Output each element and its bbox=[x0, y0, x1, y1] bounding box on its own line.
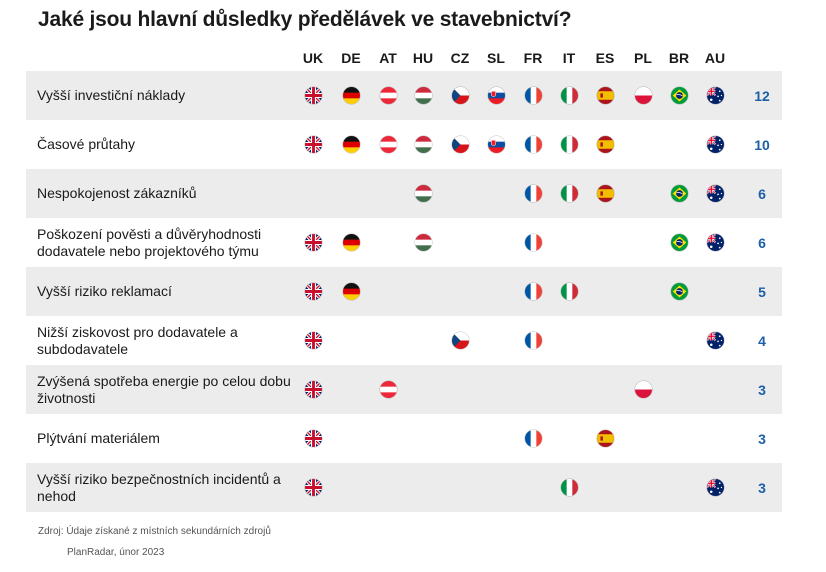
flag-au-icon bbox=[706, 136, 724, 153]
flag-uk-icon bbox=[304, 430, 322, 447]
flag-at-icon bbox=[379, 381, 397, 398]
flag-sl-icon bbox=[487, 87, 505, 104]
column-header-at: AT bbox=[379, 50, 397, 66]
column-header-es: ES bbox=[595, 50, 615, 66]
flag-pl-icon bbox=[634, 87, 652, 104]
table-row: Poškození pověsti a důvěryhodnosti dodav… bbox=[26, 218, 782, 267]
flag-hu-icon bbox=[414, 234, 432, 251]
flag-au-icon bbox=[706, 234, 724, 251]
flag-at-icon bbox=[379, 136, 397, 153]
flag-uk-icon bbox=[304, 332, 322, 349]
flag-fr-icon bbox=[524, 87, 542, 104]
column-header-pl: PL bbox=[634, 50, 652, 66]
flag-it-icon bbox=[560, 479, 578, 496]
column-header-hu: HU bbox=[412, 50, 434, 66]
flag-hu-icon bbox=[414, 136, 432, 153]
table-row: Zvýšená spotřeba energie po celou dobu ž… bbox=[26, 365, 782, 414]
flag-br-icon bbox=[670, 185, 688, 202]
table-row: Nižší ziskovost pro dodavatele a subdoda… bbox=[26, 316, 782, 365]
flag-uk-icon bbox=[304, 234, 322, 251]
flag-de-icon bbox=[342, 136, 360, 153]
row-label: Poškození pověsti a důvěryhodnosti dodav… bbox=[37, 225, 262, 259]
flag-pl-icon bbox=[634, 381, 652, 398]
flag-au-icon bbox=[706, 185, 724, 202]
flag-fr-icon bbox=[524, 185, 542, 202]
flag-sl-icon bbox=[487, 136, 505, 153]
flag-it-icon bbox=[560, 87, 578, 104]
flag-de-icon bbox=[342, 87, 360, 104]
table-row: Vyšší investiční náklady 12 bbox=[26, 71, 782, 120]
column-header-de: DE bbox=[341, 50, 361, 66]
row-count: 3 bbox=[758, 430, 766, 447]
flag-de-icon bbox=[342, 234, 360, 251]
row-count: 4 bbox=[758, 332, 766, 349]
column-header-uk: UK bbox=[302, 50, 324, 66]
column-header-it: IT bbox=[562, 50, 576, 66]
flag-hu-icon bbox=[414, 87, 432, 104]
table-row: Vyšší riziko bezpečnostních incidentů a … bbox=[26, 463, 782, 512]
row-label: Vyšší investiční náklady bbox=[37, 87, 186, 103]
row-count: 6 bbox=[758, 234, 766, 251]
column-header-au: AU bbox=[704, 50, 726, 66]
row-label: Vyšší riziko reklamací bbox=[37, 283, 172, 299]
flag-de-icon bbox=[342, 283, 360, 300]
flag-cz-icon bbox=[451, 87, 469, 104]
flag-fr-icon bbox=[524, 283, 542, 300]
flag-es-icon bbox=[596, 87, 614, 104]
flag-it-icon bbox=[560, 185, 578, 202]
flag-au-icon bbox=[706, 332, 724, 349]
row-count: 3 bbox=[758, 479, 766, 496]
flag-au-icon bbox=[706, 479, 724, 496]
row-label: Časové průtahy bbox=[37, 136, 136, 152]
row-count: 5 bbox=[758, 283, 766, 300]
credit-note: PlanRadar, únor 2023 bbox=[67, 547, 165, 558]
column-header-fr: FR bbox=[523, 50, 543, 66]
row-label: Nižší ziskovost pro dodavatele a subdoda… bbox=[37, 323, 238, 357]
flag-cz-icon bbox=[451, 136, 469, 153]
row-count: 12 bbox=[754, 87, 770, 104]
row-count: 6 bbox=[758, 185, 766, 202]
flag-es-icon bbox=[596, 136, 614, 153]
table-row: Vyšší riziko reklamací 5 bbox=[26, 267, 782, 316]
flag-hu-icon bbox=[414, 185, 432, 202]
flag-uk-icon bbox=[304, 87, 322, 104]
flag-cz-icon bbox=[451, 332, 469, 349]
flag-au-icon bbox=[706, 87, 724, 104]
row-count: 10 bbox=[754, 136, 770, 153]
source-note: Zdroj: Údaje získané z místních sekundár… bbox=[38, 526, 271, 537]
flag-fr-icon bbox=[524, 430, 542, 447]
flag-uk-icon bbox=[304, 381, 322, 398]
flag-fr-icon bbox=[524, 136, 542, 153]
row-label: Vyšší riziko bezpečnostních incidentů a … bbox=[37, 470, 281, 504]
chart-title: Jaké jsou hlavní důsledky předělávek ve … bbox=[38, 8, 572, 31]
flag-it-icon bbox=[560, 136, 578, 153]
flag-br-icon bbox=[670, 87, 688, 104]
row-label: Nespokojenost zákazníků bbox=[37, 185, 197, 201]
flag-br-icon bbox=[670, 234, 688, 251]
column-header-cz: CZ bbox=[450, 50, 470, 66]
flag-br-icon bbox=[670, 283, 688, 300]
flag-at-icon bbox=[379, 87, 397, 104]
table-row: Nespokojenost zákazníků 6 bbox=[26, 169, 782, 218]
row-label: Zvýšená spotřeba energie po celou dobu ž… bbox=[37, 372, 291, 406]
flag-it-icon bbox=[560, 283, 578, 300]
flag-fr-icon bbox=[524, 332, 542, 349]
flag-uk-icon bbox=[304, 479, 322, 496]
flag-uk-icon bbox=[304, 283, 322, 300]
row-label: Plýtvání materiálem bbox=[37, 430, 160, 446]
flag-es-icon bbox=[596, 430, 614, 447]
column-header-sl: SL bbox=[487, 50, 505, 66]
column-header-br: BR bbox=[668, 50, 690, 66]
table-row: Plýtvání materiálem 3 bbox=[26, 414, 782, 463]
flag-es-icon bbox=[596, 185, 614, 202]
flag-uk-icon bbox=[304, 136, 322, 153]
table-row: Časové průtahy 10 bbox=[26, 120, 782, 169]
row-count: 3 bbox=[758, 381, 766, 398]
flag-fr-icon bbox=[524, 234, 542, 251]
